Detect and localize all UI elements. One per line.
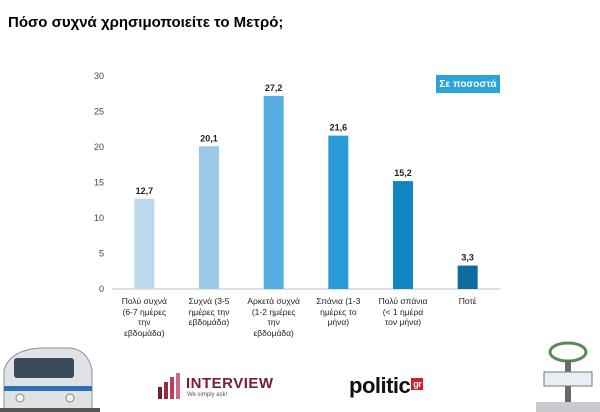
x-tick-label: Πολύ σπάνια (< 1 ημέρα τον μήνα) bbox=[378, 296, 428, 327]
bar bbox=[393, 181, 413, 289]
y-tick-label: 10 bbox=[94, 213, 104, 223]
y-tick-label: 0 bbox=[99, 284, 104, 294]
politic-logo-suffix: gr bbox=[411, 378, 424, 390]
bar bbox=[134, 198, 155, 289]
y-tick-label: 5 bbox=[99, 249, 104, 259]
bar-value-label: 20,1 bbox=[200, 133, 218, 143]
bar-value-label: 27,2 bbox=[265, 83, 283, 93]
bar-value-label: 3,3 bbox=[461, 253, 474, 263]
bar bbox=[457, 265, 478, 289]
y-tick-label: 30 bbox=[94, 71, 104, 81]
metro-train-icon bbox=[0, 347, 100, 412]
interview-logo-icon bbox=[158, 373, 180, 399]
chart-value-labels: 12,7 20,1 27,2 21,6 15,2 3,3 bbox=[136, 83, 474, 263]
interview-logo-text: INTERVIEW bbox=[186, 375, 274, 392]
y-tick-label: 20 bbox=[94, 142, 104, 152]
x-tick-label: Σπάνια (1-3 ημέρες το μήνα) bbox=[316, 296, 361, 327]
interview-tagline: We simply ask! bbox=[187, 392, 228, 398]
bar bbox=[328, 135, 349, 289]
y-tick-label: 15 bbox=[94, 178, 104, 188]
bar-value-label: 15,2 bbox=[394, 168, 412, 178]
bar-value-label: 21,6 bbox=[330, 123, 348, 133]
x-tick-label: Συχνά (3-5 ημέρες την εβδομάδα) bbox=[188, 296, 230, 327]
bar bbox=[263, 95, 284, 289]
unit-badge: Σε ποσοστά bbox=[436, 75, 500, 93]
x-tick-label: Ποτέ bbox=[458, 296, 477, 306]
chart-axes: 0 5 10 15 20 25 30 bbox=[94, 71, 500, 294]
page-title: Πόσο συχνά χρησιμοποιείτε το Μετρό; bbox=[8, 14, 284, 31]
chart-bars bbox=[134, 95, 478, 289]
bar-value-label: 12,7 bbox=[136, 186, 154, 196]
interview-logo: INTERVIEW We simply ask! bbox=[156, 373, 276, 403]
y-tick-label: 25 bbox=[94, 107, 104, 117]
x-tick-label: Πολύ συχνά (6-7 ημέρες την εβδομάδα) bbox=[121, 296, 167, 338]
politic-logo-text: politic bbox=[349, 373, 411, 398]
metro-station-sign-icon bbox=[536, 341, 600, 412]
politic-logo: politic gr bbox=[349, 373, 424, 403]
x-tick-label: Αρκετά συχνά (1-2 ημέρες την εβδομάδα) bbox=[247, 296, 300, 338]
bar bbox=[199, 146, 219, 289]
